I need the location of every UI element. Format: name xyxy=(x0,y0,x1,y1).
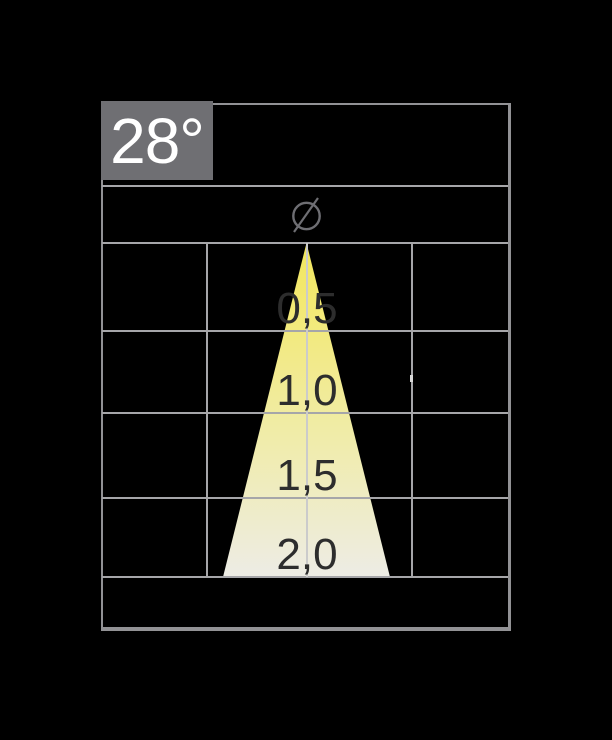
beam-angle-box: 28° xyxy=(101,101,213,180)
table-border-top xyxy=(101,103,510,105)
diameter-symbol: Ø xyxy=(285,194,329,238)
diameter-icon xyxy=(292,197,321,233)
table-border-bottom xyxy=(101,627,511,631)
grid-line-header-bottom xyxy=(102,185,508,187)
grid-line-1-5m xyxy=(102,497,508,499)
tick-mark xyxy=(410,375,413,382)
table-border-left xyxy=(101,103,103,631)
grid-line-0-5m xyxy=(102,330,508,332)
grid-line-1-0m xyxy=(102,412,508,414)
beam-angle-label: 28° xyxy=(110,104,205,177)
grid-line-2-0m xyxy=(102,576,508,578)
distance-label-2-0: 2,0 xyxy=(276,530,338,579)
distance-label-0-5: 0,5 xyxy=(276,284,338,333)
table-border-right xyxy=(508,103,511,631)
grid-line-0m xyxy=(102,242,508,244)
distance-label-1-5: 1,5 xyxy=(276,451,338,500)
distance-label-1-0: 1,0 xyxy=(276,366,338,415)
grid-column-line-left xyxy=(206,243,208,577)
beam-axis-line xyxy=(306,243,308,577)
grid-column-line-right xyxy=(411,243,413,577)
